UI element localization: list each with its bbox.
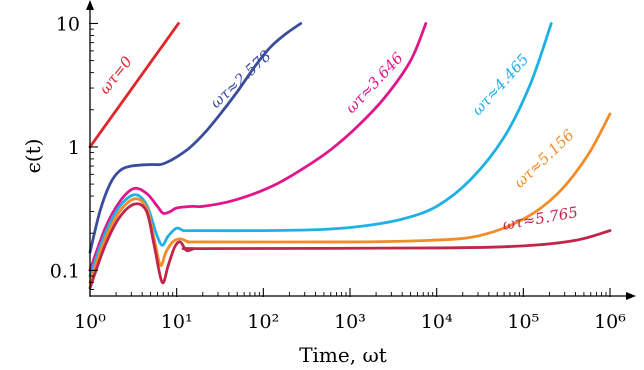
x-axis-title: Time, ωt xyxy=(299,343,387,367)
x-tick-label: 10² xyxy=(247,311,279,333)
series-line xyxy=(90,114,610,282)
series-label: ωτ≈2.578 xyxy=(207,47,275,112)
y-tick-label: 1 xyxy=(68,137,80,159)
y-axis-arrow xyxy=(86,0,94,10)
x-tick-label: 10⁴ xyxy=(421,311,453,333)
x-tick-label: 10³ xyxy=(334,311,366,333)
series-line xyxy=(90,23,551,276)
x-tick-label: 10⁶ xyxy=(594,311,626,333)
series-labels: ωτ=0 ωτ≈2.578 ωτ≈3.646 ωτ≈4.465ωτ≈5.156ωτ≈5… xyxy=(96,47,580,234)
x-ticks: 10⁰ 10¹ 10² 10³ 10⁴ 10⁵ 10⁶ xyxy=(74,288,626,333)
y-tick-label: 0.1 xyxy=(50,260,80,282)
x-tick-label: 10⁰ xyxy=(74,311,106,333)
series-curves xyxy=(90,23,610,287)
x-axis-arrow xyxy=(626,292,636,300)
x-tick-label: 10¹ xyxy=(161,311,193,333)
y-tick-label: 10 xyxy=(56,13,80,35)
x-tick-label: 10⁵ xyxy=(507,311,539,333)
series-label: ωτ≈4.465 xyxy=(468,50,532,119)
y-axis-title: ϵ(t) xyxy=(21,139,45,174)
